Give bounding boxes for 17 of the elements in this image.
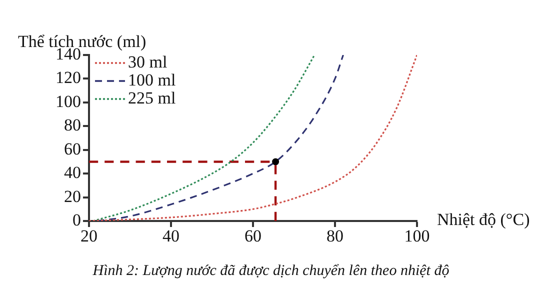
y-tick-label: 100 xyxy=(56,92,81,111)
y-tick-label: 60 xyxy=(64,139,81,158)
x-tick-label: 60 xyxy=(244,226,262,246)
y-tick-label: 120 xyxy=(56,68,81,88)
x-tick-label: 40 xyxy=(162,226,180,246)
legend-label: 225 ml xyxy=(128,88,176,108)
legend-label: 100 ml xyxy=(128,70,176,90)
y-tick-label: 40 xyxy=(64,163,81,182)
y-tick-label: 20 xyxy=(64,186,81,206)
x-axis-title: Nhiệt độ (°C) xyxy=(437,210,530,229)
text: Hình 2: Lượng nước đã được dịch chuyển lên theo nhiệt độ xyxy=(92,263,450,279)
x-tick-label: 100 xyxy=(404,226,430,246)
legend-label: 30 ml xyxy=(128,52,168,72)
x-tick-label: 80 xyxy=(326,226,344,246)
x-tick-label: 20 xyxy=(80,226,98,246)
y-tick-label: 0 xyxy=(72,210,81,230)
y-tick-label: 80 xyxy=(64,116,81,135)
